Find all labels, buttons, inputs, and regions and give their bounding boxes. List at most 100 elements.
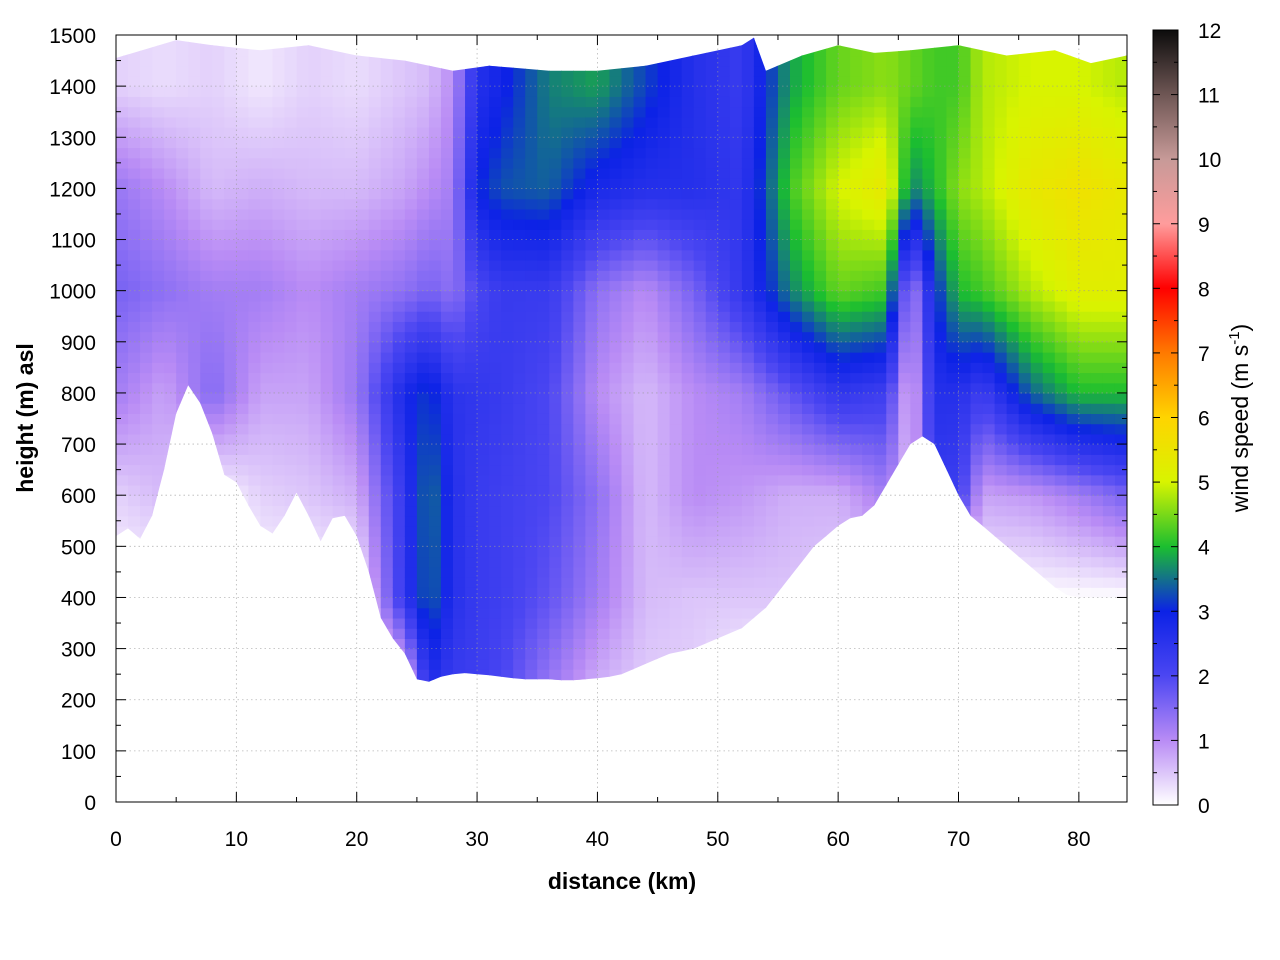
- field-cell: [525, 65, 538, 77]
- field-cell: [994, 464, 1008, 476]
- field-cell: [898, 188, 911, 200]
- field-cell: [501, 495, 514, 507]
- field-cell: [645, 96, 659, 108]
- field-cell: [970, 413, 984, 425]
- field-cell: [838, 96, 851, 108]
- field-cell: [693, 423, 707, 435]
- field-cell: [224, 382, 237, 394]
- field-cell: [116, 96, 129, 108]
- field-cell: [368, 454, 382, 466]
- field-cell: [320, 362, 334, 374]
- field-cell: [874, 65, 887, 77]
- field-cell: [453, 464, 466, 476]
- field-cell: [428, 423, 442, 435]
- field-cell: [116, 464, 129, 476]
- field-cell: [224, 270, 237, 282]
- field-cell: [597, 65, 611, 77]
- field-cell: [874, 239, 887, 251]
- field-cell: [862, 484, 875, 496]
- field-cell: [368, 96, 382, 108]
- field-cell: [765, 341, 779, 353]
- field-cell: [525, 331, 538, 343]
- field-cell: [1018, 352, 1032, 363]
- field-cell: [465, 577, 478, 588]
- field-cell: [705, 127, 719, 138]
- field-cell: [850, 86, 863, 97]
- field-cell: [549, 423, 562, 435]
- field-cell: [453, 566, 466, 578]
- field-cell: [790, 484, 803, 496]
- field-cell: [248, 167, 262, 179]
- field-cell: [188, 249, 201, 261]
- field-cell: [633, 290, 647, 302]
- field-cell: [946, 300, 960, 312]
- field-cell: [753, 188, 767, 200]
- field-cell: [982, 280, 996, 292]
- field-cell: [693, 546, 707, 558]
- field-cell: [453, 556, 466, 568]
- field-cell: [814, 219, 827, 230]
- field-cell: [609, 96, 623, 108]
- field-cell: [116, 137, 129, 149]
- field-cell: [501, 515, 514, 527]
- field-cell: [970, 208, 984, 220]
- field-cell: [549, 147, 562, 159]
- field-cell: [717, 597, 731, 609]
- field-cell: [753, 556, 767, 568]
- field-cell: [669, 464, 683, 476]
- field-cell: [1018, 178, 1032, 189]
- field-cell: [681, 96, 695, 108]
- field-cell: [946, 474, 960, 486]
- field-cell: [657, 382, 671, 394]
- field-cell: [826, 75, 839, 87]
- field-cell: [453, 331, 466, 343]
- field-cell: [549, 178, 562, 189]
- field-cell: [513, 525, 526, 537]
- field-cell: [958, 259, 972, 271]
- field-cell: [296, 392, 310, 404]
- field-cell: [705, 433, 719, 445]
- field-cell: [814, 45, 827, 57]
- field-cell: [152, 106, 165, 118]
- field-cell: [946, 116, 960, 128]
- field-cell: [260, 75, 274, 87]
- field-cell: [248, 188, 262, 200]
- field-cell: [380, 75, 394, 87]
- field-cell: [645, 86, 659, 97]
- field-cell: [368, 495, 382, 507]
- field-cell: [657, 587, 671, 599]
- field-cell: [501, 403, 514, 414]
- field-cell: [392, 362, 406, 374]
- field-cell: [128, 382, 141, 394]
- field-cell: [693, 403, 707, 414]
- field-cell: [934, 229, 948, 241]
- field-cell: [910, 433, 923, 445]
- field-cell: [934, 321, 948, 333]
- field-cell: [525, 577, 538, 588]
- field-cell: [657, 413, 671, 425]
- field-cell: [380, 229, 394, 241]
- field-cell: [621, 454, 635, 466]
- field-cell: [958, 137, 972, 149]
- field-cell: [489, 577, 502, 588]
- field-cell: [777, 229, 791, 241]
- field-cell: [116, 188, 129, 200]
- field-cell: [356, 464, 370, 476]
- field-cell: [140, 157, 153, 169]
- field-cell: [416, 638, 430, 650]
- field-cell: [982, 249, 996, 261]
- field-cell: [453, 577, 466, 588]
- field-cell: [994, 372, 1008, 384]
- field-cell: [380, 484, 394, 496]
- field-cell: [982, 311, 996, 322]
- field-cell: [465, 280, 478, 292]
- field-cell: [224, 239, 237, 251]
- field-cell: [982, 198, 996, 210]
- field-cell: [537, 290, 550, 302]
- field-cell: [970, 300, 984, 312]
- field-cell: [368, 505, 382, 517]
- field-cell: [777, 525, 791, 537]
- field-cell: [489, 280, 502, 292]
- field-cell: [753, 352, 767, 363]
- field-cell: [272, 75, 286, 87]
